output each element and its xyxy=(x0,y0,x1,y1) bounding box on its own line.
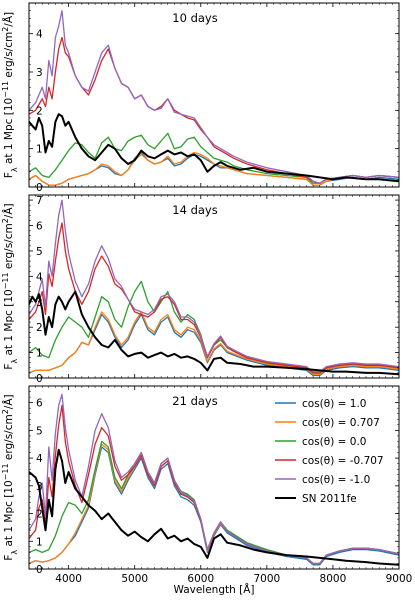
y-tick-label: 1 xyxy=(36,348,43,360)
series-line-5 xyxy=(29,393,399,565)
series-line-4 xyxy=(29,222,399,374)
series-line-5 xyxy=(29,199,399,373)
series-line-4 xyxy=(29,36,399,184)
series-line-6 xyxy=(29,448,399,566)
y-tick-label: 0 xyxy=(36,182,43,194)
series-group xyxy=(29,199,399,377)
series-line-5 xyxy=(29,10,399,184)
y-tick-label: 1 xyxy=(36,536,43,548)
y-tick-label: 4 xyxy=(36,271,43,283)
y-tick-label: 0 xyxy=(36,373,43,385)
series-line-6 xyxy=(29,113,399,183)
plot-frame xyxy=(28,2,400,188)
x-tick-label: 6000 xyxy=(187,573,214,585)
panel-title: 14 days xyxy=(172,203,217,217)
y-tick-label: 2 xyxy=(36,105,43,117)
panel-title: 10 days xyxy=(172,11,217,25)
x-tick-label: 4000 xyxy=(55,573,82,585)
series-group xyxy=(29,393,399,566)
legend-label: cos(θ) = 0.707 xyxy=(302,417,380,429)
y-tick-label: 1 xyxy=(36,144,43,156)
y-tick-label: 6 xyxy=(36,221,43,233)
y-axis-label: Fλ at 1 Mpc [10−11 erg/s/cm2/Å] xyxy=(1,394,19,560)
y-tick-label: 5 xyxy=(36,246,43,258)
y-tick-label: 4 xyxy=(36,453,43,465)
panel-1: 0 1 2 3 4 10 days Fλ at 1 Mpc [10−11 erg/s/cm2… xyxy=(1,2,400,194)
legend-label: SN 2011fe xyxy=(302,493,357,505)
y-tick-label: 5 xyxy=(36,425,43,437)
legend-label: cos(θ) = -1.0 xyxy=(302,474,370,486)
y-axis-label: Fλ at 1 Mpc [10−11 erg/s/cm2/Å] xyxy=(1,12,19,178)
y-tick-label: 4 xyxy=(36,29,43,41)
legend-label: cos(θ) = -0.707 xyxy=(302,455,384,467)
panel-3: 0 1 2 3 4 5 6 21 days Fλ at 1 Mpc [10−11 erg/s/c… xyxy=(1,385,400,576)
legend-label: cos(θ) = 0.0 xyxy=(302,436,366,448)
y-tick-label: 3 xyxy=(36,481,43,493)
x-tick-label: 9000 xyxy=(386,573,413,585)
y-tick-label: 6 xyxy=(36,398,43,410)
y-tick-label: 3 xyxy=(36,67,43,79)
y-tick-label: 2 xyxy=(36,322,43,334)
series-line-1 xyxy=(29,446,399,566)
y-axis-label: Fλ at 1 Mpc [10−11 erg/s/cm2/Å] xyxy=(1,203,19,369)
x-tick-label: 8000 xyxy=(320,573,347,585)
y-tick-label: 0 xyxy=(36,564,43,576)
panel-2: 0 1 2 3 4 5 6 7 14 days Fλ at 1 Mpc [10−11 erg/s/… xyxy=(1,194,400,385)
x-tick-label: 5000 xyxy=(121,573,148,585)
series-line-3 xyxy=(29,132,399,184)
series-group xyxy=(29,10,399,186)
legend-label: cos(θ) = 1.0 xyxy=(302,398,366,410)
series-line-2 xyxy=(29,311,399,375)
y-tick-label: 3 xyxy=(36,297,43,309)
panel-title: 21 days xyxy=(172,394,217,408)
y-tick-label: 2 xyxy=(36,509,43,521)
series-line-2 xyxy=(29,151,399,186)
series-line-6 xyxy=(29,290,399,376)
x-axis-label: Wavelength [Å] xyxy=(173,583,254,596)
y-tick-label: 7 xyxy=(36,195,43,207)
series-line-1 xyxy=(29,151,399,186)
x-tick-label: 7000 xyxy=(253,573,280,585)
legend: cos(θ) = 1.0 cos(θ) = 0.707 cos(θ) = 0.0 co… xyxy=(275,398,384,505)
